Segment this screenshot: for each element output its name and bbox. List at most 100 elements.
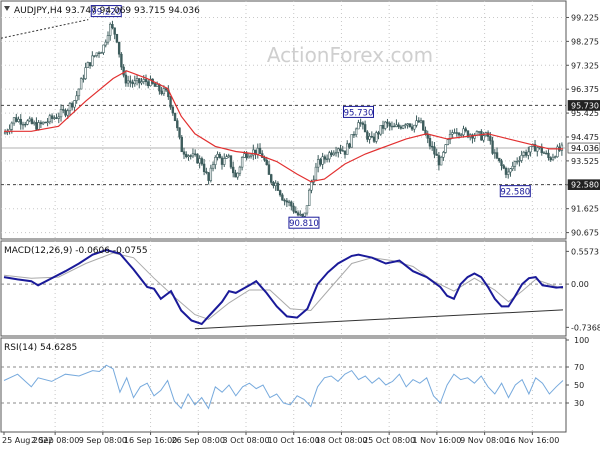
price-panel: ActionForex.com 99.220 95.730 90.810 92.580…: [0, 0, 600, 240]
candle-body: [357, 122, 360, 130]
candle-body: [296, 212, 300, 216]
candle-body: [323, 156, 327, 160]
candle-body: [207, 172, 210, 181]
candle-body: [86, 62, 90, 68]
candle-body: [180, 136, 183, 153]
rsi-panel-frame: [0, 337, 567, 433]
candle-body: [28, 118, 31, 122]
candle-body: [372, 136, 376, 142]
price-axis-tag: [567, 179, 600, 190]
candle-body: [218, 153, 221, 159]
candle-body: [153, 83, 157, 87]
symbol-label: AUDJPY,H4: [14, 6, 63, 16]
candle-body: [205, 171, 208, 174]
y-tick-label: 50: [574, 381, 584, 390]
y-tick-label: 98.275: [571, 37, 599, 46]
candle-body: [540, 146, 543, 154]
candle-body: [363, 124, 367, 133]
price-axis-tag-label: 95.730: [571, 101, 599, 110]
candle-body: [274, 182, 277, 186]
candle-body: [401, 125, 405, 129]
candle-body: [227, 155, 230, 158]
candle-body: [19, 118, 22, 125]
y-tick-label: 0.00: [571, 280, 589, 289]
price-axis-tag-label: 92.580: [571, 181, 599, 190]
candle-body: [176, 120, 179, 129]
price-panel-frame: [0, 0, 567, 240]
candle-body: [26, 120, 29, 125]
swing-label-box: [90, 5, 122, 18]
candle-body: [551, 156, 555, 161]
x-tick-label: 25 Oct 08:00: [363, 436, 415, 445]
candle-body: [64, 109, 67, 116]
candle-body: [442, 152, 445, 158]
candle-body: [325, 158, 329, 161]
y-tick-label: 94.475: [571, 133, 599, 142]
candle-body: [444, 144, 447, 153]
candle-body: [202, 163, 206, 172]
candle-body: [48, 115, 52, 123]
candle-body: [70, 103, 74, 108]
macd-signal-line: [3, 252, 564, 320]
candle-body: [390, 125, 394, 128]
candle-body: [133, 80, 137, 85]
candle-body: [305, 205, 309, 214]
candle-body: [451, 132, 454, 135]
candle-body: [120, 53, 123, 68]
candle-body: [453, 132, 456, 134]
macd-label: MACD(12,26,9): [4, 246, 72, 256]
swing-label-box: [288, 216, 320, 229]
candle-body: [21, 123, 25, 126]
y-tick-label: 95.425: [571, 109, 599, 118]
price-axis-tag: [567, 100, 600, 111]
candle-body: [142, 79, 145, 82]
candle-body: [3, 131, 7, 135]
y-tick-label: 97.325: [571, 61, 599, 70]
candle-body: [422, 120, 425, 131]
y-tick-label: 70: [574, 363, 584, 372]
y-tick-label: 93.525: [571, 157, 599, 166]
candle-body: [240, 157, 244, 168]
candle-body: [504, 167, 508, 175]
candle-body: [249, 154, 253, 157]
swing-label-box: [499, 185, 531, 198]
candle-body: [404, 124, 407, 127]
candle-body: [225, 156, 228, 159]
swing-label: 90.810: [289, 219, 319, 229]
candle-body: [410, 126, 414, 130]
candle-body: [281, 194, 284, 201]
candle-body: [392, 125, 396, 128]
candle-body: [131, 82, 134, 85]
candle-body: [343, 150, 347, 155]
candle-body: [366, 131, 369, 140]
candle-body: [348, 143, 351, 148]
candle-body: [397, 124, 400, 128]
candle-body: [113, 27, 116, 35]
candle-body: [352, 134, 356, 136]
candle-body: [301, 213, 304, 217]
candle-body: [200, 158, 204, 165]
candle-body: [59, 109, 63, 118]
candle-body: [44, 121, 47, 124]
candle-body: [91, 55, 94, 67]
candle-body: [57, 116, 60, 119]
candle-body: [283, 199, 286, 202]
candle-body: [77, 88, 81, 97]
candle-body: [164, 88, 168, 91]
y-tick-label: -0.7368: [571, 323, 600, 332]
candle-body: [216, 153, 219, 158]
candle-body: [122, 66, 125, 76]
candle-body: [437, 155, 441, 166]
candle-body: [527, 151, 530, 156]
candle-body: [502, 165, 505, 169]
price-y-axis: 99.225 98.275 97.325 96.375 95.425 94.475 93.5…: [566, 13, 599, 238]
candle-body: [115, 33, 119, 43]
candle-body: [316, 159, 320, 168]
macd-panel: 0.5573 0.00 -0.7368 MACD(12,26,9) -0.0606 …: [0, 240, 600, 337]
macd-values: -0.0606 -0.0755: [75, 246, 147, 256]
candle-body: [53, 117, 56, 119]
swing-label: 95.730: [344, 108, 374, 118]
candle-body: [399, 126, 403, 129]
candle-body: [10, 122, 14, 130]
